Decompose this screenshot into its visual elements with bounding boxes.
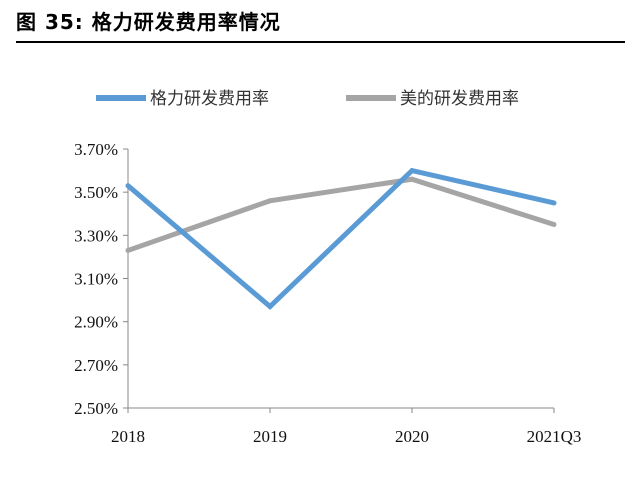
data-point-s0-3 — [551, 200, 557, 206]
x-tick-label: 2020 — [395, 427, 429, 446]
series-line-1 — [127, 176, 555, 253]
x-tick-label: 2019 — [253, 427, 287, 446]
y-tick-label: 3.50% — [74, 183, 118, 202]
figure-title: 图 35: 格力研发费用率情况 — [16, 10, 281, 34]
y-tick-label: 2.70% — [74, 356, 118, 375]
x-tick-label: 2018 — [111, 427, 145, 446]
series-line-0 — [126, 167, 555, 310]
y-axis: 2.50% 2.70% 2.90% 3.10% 3.30% 3.50% 3.70% — [74, 140, 129, 418]
y-tick-label: 3.30% — [74, 226, 118, 245]
title-rule — [16, 41, 625, 43]
data-point-s1-0 — [125, 247, 131, 253]
series-layer — [125, 167, 557, 310]
legend-label-0: 格力研发费用率 — [150, 89, 269, 109]
y-tick-label: 3.70% — [74, 140, 118, 159]
data-point-s0-1 — [267, 304, 273, 310]
data-point-s0-2 — [409, 168, 415, 174]
legend-label-1: 美的研发费用率 — [400, 89, 519, 109]
x-tick-label: 2021Q3 — [527, 427, 582, 446]
data-point-s1-3 — [551, 222, 557, 228]
y-tick-label: 3.10% — [74, 270, 118, 289]
y-tick-label: 2.50% — [74, 399, 118, 418]
y-tick-label: 2.90% — [74, 313, 118, 332]
legend: 格力研发费用率 美的研发费用率 — [96, 89, 519, 109]
data-point-s0-0 — [125, 183, 131, 189]
data-point-s1-2 — [409, 176, 415, 182]
x-axis: 2018 2019 2020 2021Q3 — [111, 407, 582, 446]
data-point-s1-1 — [267, 198, 273, 204]
